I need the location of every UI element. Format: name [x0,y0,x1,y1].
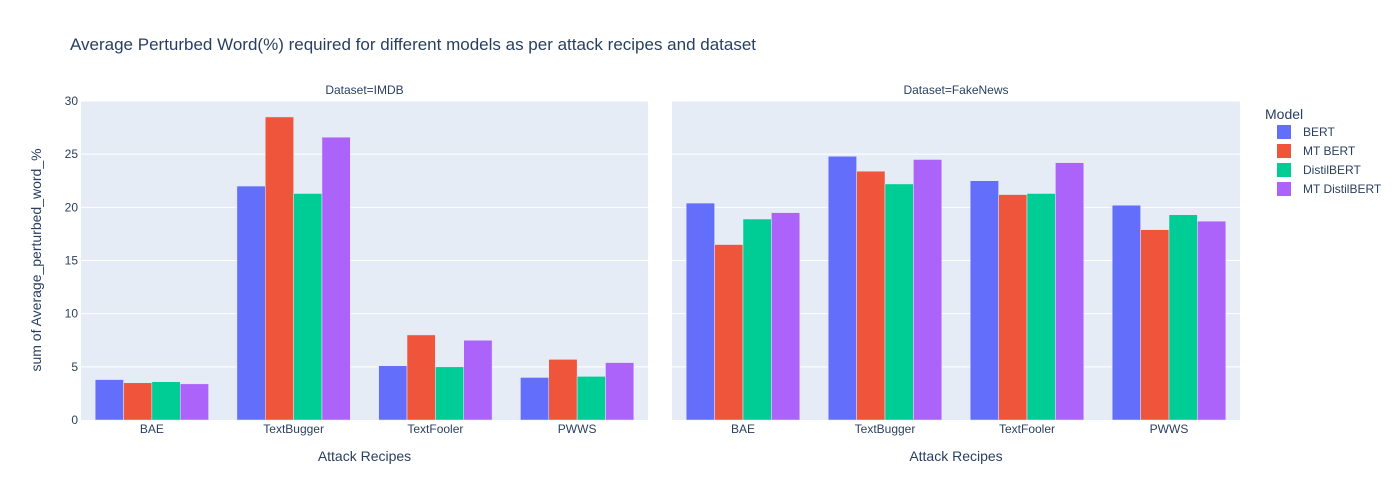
bar [827,156,857,421]
bar [1140,229,1170,421]
bar [576,376,606,421]
bar [605,362,635,421]
bar [714,244,744,421]
x-axis-title: Attack Recipes [318,448,411,464]
y-tick-label: 15 [65,254,79,268]
legend-item[interactable]: DistilBERT [1277,163,1361,177]
x-tick-label: PWWS [558,422,597,436]
x-tick-label: BAE [140,422,164,436]
legend-label: DistilBERT [1303,163,1361,177]
bar [884,183,914,421]
y-tick-label: 0 [71,413,78,427]
legend-item[interactable]: MT DistilBERT [1277,182,1382,196]
x-tick-label: TextFooler [407,422,463,436]
bar [179,383,209,421]
x-tick-label: TextBugger [855,422,916,436]
bar [1111,204,1141,421]
legend: Model BERT MT BERT DistilBERT MT DistilBERT [1265,106,1382,196]
facets-layer: 0 5 10 15 20 25 30 Dataset=IMDB BAE TextBugger Tex… [65,83,1240,464]
x-axis-title: Attack Recipes [909,448,1002,464]
chart-title: Average Perturbed Word(%) required for d… [70,35,756,54]
x-tick-label: TextFooler [999,422,1055,436]
bar [378,365,408,421]
bar [969,180,999,421]
legend-item[interactable]: MT BERT [1277,144,1356,158]
bar [856,170,886,421]
bar [236,185,266,421]
legend-swatch [1277,182,1291,196]
bar [406,334,436,421]
bar [998,194,1028,421]
x-tick-label: PWWS [1150,422,1189,436]
legend-swatch [1277,144,1291,158]
bar [1168,214,1198,421]
bar [94,379,124,421]
y-tick-label: 25 [65,147,79,161]
facet-panel: Dataset=FakeNews BAE TextBugger TextFooler P… [672,83,1240,464]
legend-item[interactable]: BERT [1277,125,1335,139]
y-axis-title: sum of Average_perturbed_word_% [28,148,44,371]
bar [1197,220,1227,421]
y-tick-label: 5 [71,360,78,374]
bar [435,366,464,421]
legend-label: BERT [1303,125,1335,139]
bar [151,381,181,421]
bar [771,212,801,421]
bar [1026,193,1056,421]
bar [463,340,493,421]
facet-label: Dataset=FakeNews [903,83,1008,97]
bar [742,218,772,421]
bar [548,359,578,421]
bar [265,116,294,421]
legend-title: Model [1265,106,1303,122]
legend-swatch [1277,125,1291,139]
bar [1055,162,1085,421]
bar [321,136,351,421]
legend-label: MT BERT [1303,144,1356,158]
y-tick-label: 10 [65,307,79,321]
bar [913,159,943,421]
y-tick-label: 30 [65,94,79,108]
legend-swatch [1277,163,1291,177]
facet-panel: 0 5 10 15 20 25 30 Dataset=IMDB BAE TextBugger Tex… [65,83,648,464]
bar [123,382,153,421]
facet-label: Dataset=IMDB [325,83,403,97]
x-tick-label: TextBugger [263,422,324,436]
x-tick-label: BAE [731,422,755,436]
y-tick-label: 20 [65,200,79,214]
legend-label: MT DistilBERT [1303,182,1382,196]
bar [520,377,550,421]
bar [685,202,715,421]
bar [293,193,323,421]
